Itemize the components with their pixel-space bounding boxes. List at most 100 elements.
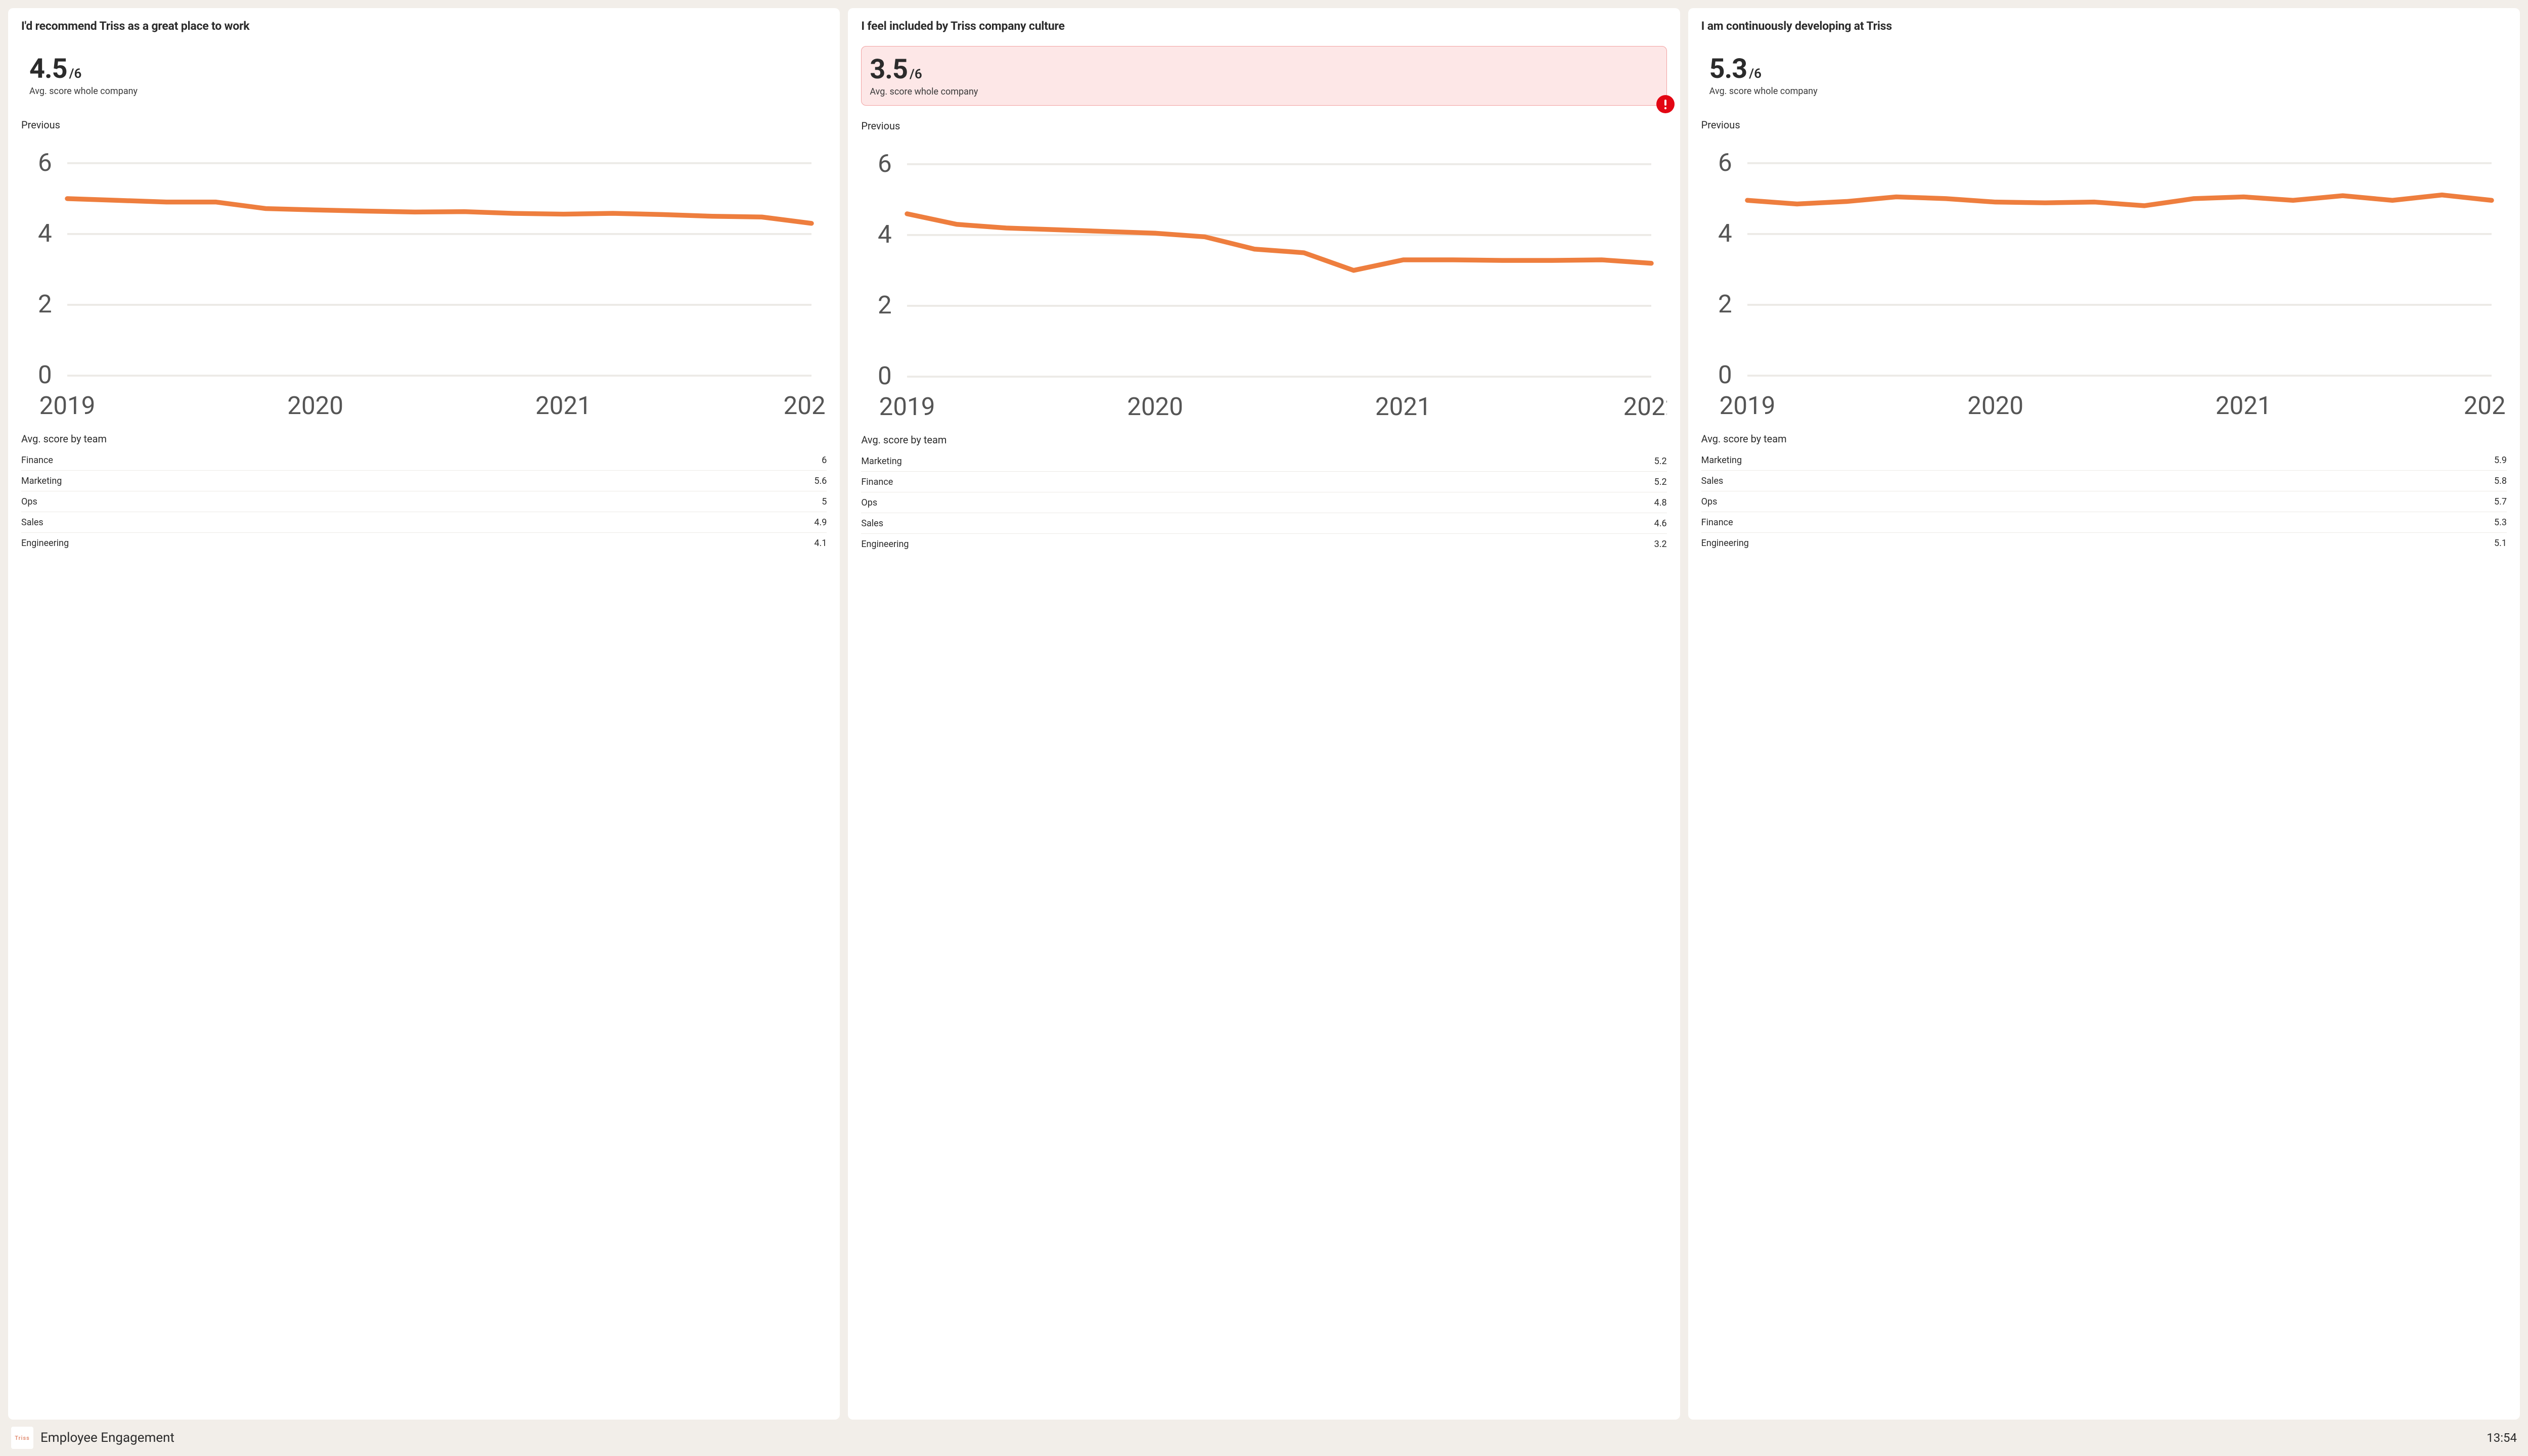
team-name: Sales	[861, 518, 883, 529]
svg-text:2021: 2021	[2216, 391, 2272, 421]
team-section-label: Avg. score by team	[861, 434, 1666, 446]
team-name: Ops	[861, 497, 877, 508]
team-name: Ops	[21, 496, 37, 507]
score-max: /6	[910, 67, 922, 82]
svg-text:0: 0	[1718, 360, 1732, 390]
team-name: Engineering	[21, 538, 69, 549]
team-section-label: Avg. score by team	[21, 433, 827, 445]
team-score: 4.1	[814, 538, 827, 549]
svg-text:6: 6	[1718, 148, 1732, 177]
trend-chart: 0 2 4 6 2019 2020 2021 2022	[1701, 134, 2507, 422]
team-name: Finance	[1701, 517, 1733, 528]
metric-card[interactable]: I am continuously developing at Triss 5.3…	[1688, 8, 2520, 1420]
team-name: Ops	[1701, 496, 1718, 507]
team-row: Engineering 4.1	[21, 533, 827, 553]
team-score: 3.2	[1654, 539, 1667, 550]
team-row: Marketing 5.6	[21, 471, 827, 491]
team-row: Sales5.8	[1701, 471, 2507, 491]
team-score: 4.6	[1654, 518, 1667, 529]
score-subtitle: Avg. score whole company	[1709, 86, 2499, 97]
card-title: I am continuously developing at Triss	[1701, 19, 2507, 33]
svg-text:4: 4	[878, 220, 892, 249]
team-row: Marketing 5.9	[1701, 450, 2507, 471]
team-row: Ops 5.7	[1701, 491, 2507, 512]
team-score: 5	[822, 496, 827, 507]
team-score: 5.1	[2494, 538, 2507, 549]
svg-text:2021: 2021	[1375, 392, 1431, 422]
svg-text:0: 0	[878, 361, 892, 391]
svg-text:0: 0	[38, 360, 52, 390]
team-score: 4.8	[1654, 497, 1667, 508]
card-title: I feel included by Triss company culture	[861, 19, 1666, 33]
svg-text:2020: 2020	[1127, 392, 1184, 422]
team-score: 5.2	[1654, 456, 1667, 467]
svg-text:2022: 2022	[1623, 392, 1667, 422]
team-row: Finance 5.2	[861, 472, 1666, 492]
team-name: Marketing	[861, 456, 901, 467]
score-subtitle: Avg. score whole company	[29, 86, 819, 97]
score-block: 5.3/6Avg. score whole company	[1701, 46, 2507, 105]
team-name: Finance	[21, 455, 53, 466]
svg-text:2022: 2022	[784, 391, 827, 421]
team-name: Engineering	[861, 539, 909, 550]
svg-text:2019: 2019	[1719, 391, 1775, 421]
footer-left: Triss Employee Engagement	[11, 1427, 174, 1449]
alert-icon	[1656, 95, 1675, 113]
team-score: 6	[822, 455, 827, 466]
team-name: Sales	[21, 517, 43, 528]
team-row: Ops 4.8	[861, 492, 1666, 513]
team-score: 5.7	[2494, 496, 2507, 507]
team-scores: Avg. score by team Marketing 5.2 Finance 5.2…	[861, 434, 1666, 554]
team-score: 5.6	[814, 476, 827, 486]
team-score: 5.9	[2494, 455, 2507, 466]
score-value: 4.5	[29, 53, 67, 85]
svg-text:4: 4	[1718, 219, 1732, 248]
footer-bar: Triss Employee Engagement 13:54	[8, 1420, 2520, 1456]
svg-text:2020: 2020	[287, 391, 343, 421]
score-subtitle: Avg. score whole company	[870, 86, 1658, 97]
svg-text:2: 2	[1718, 290, 1732, 319]
team-score: 5.2	[1654, 477, 1667, 487]
team-name: Engineering	[1701, 538, 1749, 549]
svg-text:2019: 2019	[879, 392, 935, 422]
score-block: 4.5/6 Avg. score whole company	[21, 46, 827, 105]
cards-grid: I'd recommend Triss as a great place to …	[8, 8, 2520, 1420]
team-row: Finance 6	[21, 450, 827, 471]
card-title: I'd recommend Triss as a great place to …	[21, 19, 827, 33]
score-max: /6	[69, 66, 82, 81]
trend-chart: 0 2 4 6 2019 2020 2021 2022	[21, 134, 827, 422]
svg-text:2019: 2019	[39, 391, 96, 421]
team-row: Engineering 5.1	[1701, 533, 2507, 553]
svg-text:6: 6	[38, 148, 52, 177]
team-name: Marketing	[21, 476, 62, 486]
team-score: 5.8	[2494, 476, 2507, 486]
svg-text:2022: 2022	[2463, 391, 2507, 421]
team-row: Engineering 3.2	[861, 534, 1666, 554]
team-name: Finance	[861, 477, 893, 487]
metric-card[interactable]: I'd recommend Triss as a great place to …	[8, 8, 840, 1420]
team-name: Marketing	[1701, 455, 1742, 466]
clock: 13:54	[2487, 1431, 2517, 1445]
team-score: 5.3	[2494, 517, 2507, 528]
team-row: Sales 4.6	[861, 513, 1666, 534]
previous-label: Previous	[21, 119, 827, 131]
svg-text:2: 2	[38, 290, 52, 319]
team-scores: Avg. score by teamMarketing5.9Sales5.8Op…	[1701, 433, 2507, 553]
team-scores: Avg. score by team Finance 6 Marketing 5.6 Op…	[21, 433, 827, 553]
metric-card[interactable]: I feel included by Triss company culture…	[848, 8, 1680, 1420]
trend-chart: 0 2 4 6 2019 2020 2021 2022	[861, 135, 1666, 423]
svg-text:6: 6	[878, 149, 892, 178]
svg-text:2021: 2021	[535, 391, 592, 421]
team-row: Marketing 5.2	[861, 451, 1666, 472]
svg-text:4: 4	[38, 219, 52, 248]
team-row: Ops 5	[21, 491, 827, 512]
score-max: /6	[1749, 66, 1762, 81]
svg-text:2020: 2020	[1967, 391, 2023, 421]
team-score: 4.9	[814, 517, 827, 528]
svg-text:2: 2	[878, 291, 892, 320]
team-row: Finance 5.3	[1701, 512, 2507, 533]
previous-label: Previous	[1701, 119, 2507, 131]
page-title: Employee Engagement	[40, 1430, 174, 1445]
team-section-label: Avg. score by team	[1701, 433, 2507, 445]
previous-label: Previous	[861, 120, 1666, 132]
